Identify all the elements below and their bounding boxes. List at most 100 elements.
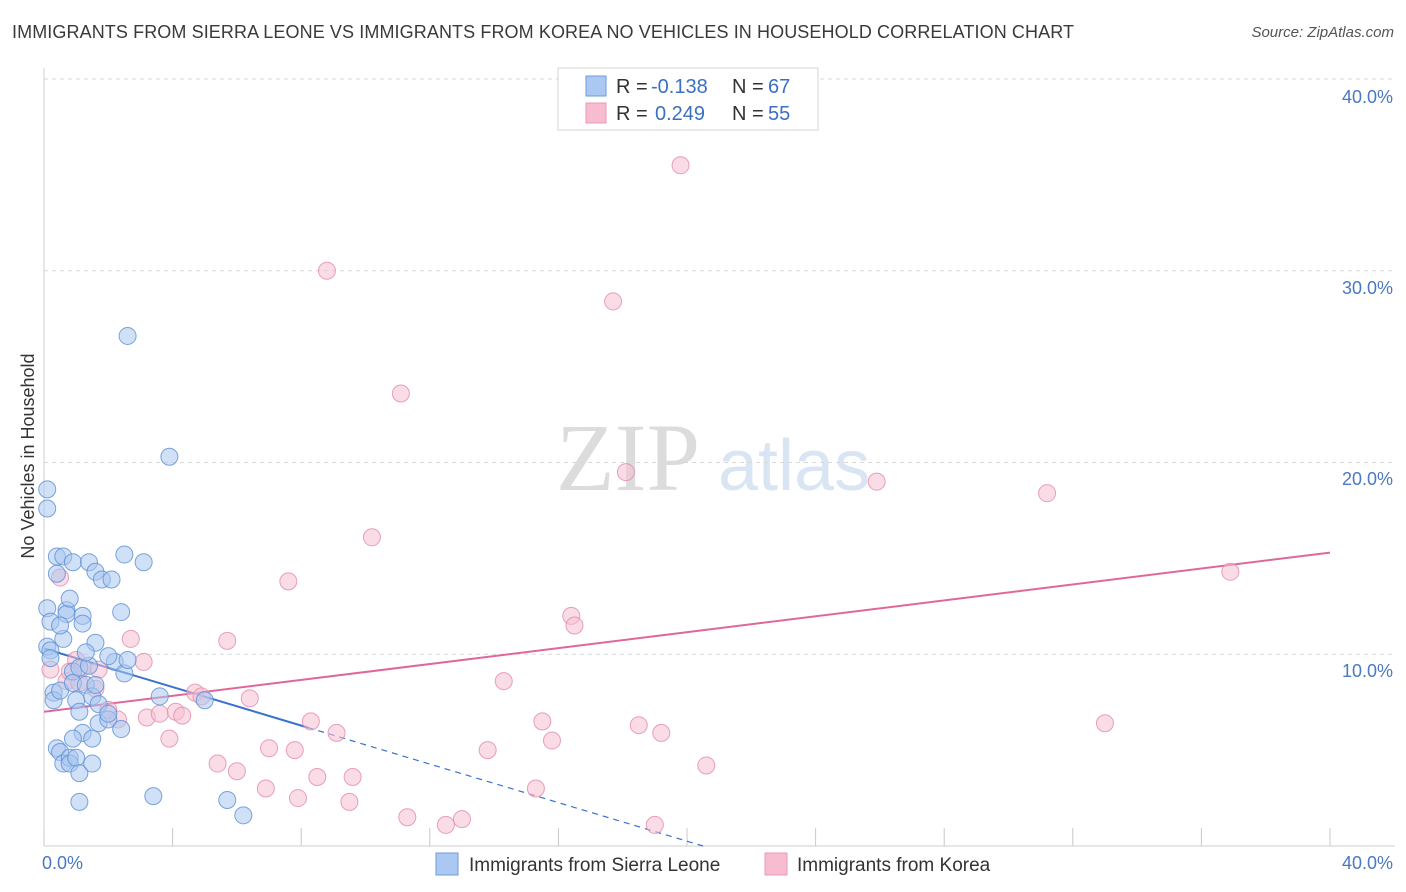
korea-point bbox=[1038, 484, 1057, 503]
legend-r-label-korea: R = bbox=[616, 103, 648, 125]
sierra-leone-point bbox=[86, 675, 105, 694]
watermark-zip: ZIP bbox=[556, 404, 700, 511]
korea-point bbox=[671, 156, 690, 175]
korea-point bbox=[173, 706, 192, 725]
korea-point bbox=[478, 741, 497, 760]
korea-point bbox=[301, 712, 320, 731]
legend-r-value-korea: 0.249 bbox=[655, 103, 705, 125]
y-tick-label-40: 40.0% bbox=[1342, 87, 1393, 107]
sierra-leone-point bbox=[99, 704, 118, 723]
sierra-leone-point bbox=[234, 806, 253, 825]
sierra-leone-point bbox=[118, 326, 137, 345]
sierra-leone-point bbox=[60, 589, 79, 608]
korea-point bbox=[317, 261, 336, 280]
sierra-leone-point bbox=[150, 687, 169, 706]
gridlines bbox=[44, 78, 1395, 655]
legend-swatch-sierra-leone bbox=[585, 75, 607, 97]
sierra-leone-point bbox=[115, 545, 134, 564]
series-legend: Immigrants from Sierra Leone Immigrants … bbox=[435, 852, 991, 876]
korea-point bbox=[256, 779, 275, 798]
sierra-leone-point bbox=[63, 729, 82, 748]
sierra-leone-point bbox=[38, 480, 57, 499]
correlation-legend: R = -0.138 N = 67 R = 0.249 N = 55 bbox=[557, 67, 819, 131]
sierra-leone-point bbox=[144, 787, 163, 806]
sierra-leone-point bbox=[70, 764, 89, 783]
source-note: Source: ZipAtlas.com bbox=[1251, 24, 1394, 41]
korea-point bbox=[279, 572, 298, 591]
series-legend-swatch-sierra-leone bbox=[435, 852, 459, 876]
sierra-leone-trend-extension bbox=[307, 726, 704, 847]
sierra-leone-point bbox=[83, 729, 102, 748]
korea-point bbox=[340, 792, 359, 811]
sierra-leone-point bbox=[118, 651, 137, 670]
series-legend-swatch-korea bbox=[764, 852, 788, 876]
korea-point bbox=[285, 741, 304, 760]
series-legend-label-korea: Immigrants from Korea bbox=[797, 855, 991, 876]
trend-lines bbox=[43, 551, 1331, 847]
korea-point bbox=[526, 779, 545, 798]
sierra-leone-point bbox=[76, 643, 95, 662]
korea-point bbox=[645, 815, 664, 834]
sierra-leone-point bbox=[112, 720, 131, 739]
korea-point bbox=[308, 767, 327, 786]
korea-point bbox=[533, 712, 552, 731]
korea-point bbox=[436, 815, 455, 834]
korea-point bbox=[288, 789, 307, 808]
sierra-leone-points bbox=[38, 326, 253, 825]
korea-point bbox=[343, 767, 362, 786]
legend-swatch-korea bbox=[585, 102, 607, 124]
korea-point bbox=[160, 729, 179, 748]
korea-point bbox=[867, 472, 886, 491]
korea-point bbox=[565, 616, 584, 635]
sierra-leone-point bbox=[83, 754, 102, 773]
korea-point bbox=[697, 756, 716, 775]
sierra-leone-point bbox=[112, 603, 131, 622]
sierra-leone-point bbox=[63, 553, 82, 572]
korea-point bbox=[604, 292, 623, 311]
korea-point bbox=[1221, 562, 1240, 581]
korea-point bbox=[121, 629, 140, 648]
sierra-leone-point bbox=[195, 691, 214, 710]
sierra-leone-point bbox=[99, 647, 118, 666]
korea-point bbox=[362, 528, 381, 547]
sierra-leone-point bbox=[73, 614, 92, 633]
sierra-leone-point bbox=[41, 649, 60, 668]
korea-point bbox=[260, 739, 279, 758]
korea-point bbox=[652, 723, 671, 742]
korea-point bbox=[616, 463, 635, 482]
korea-point bbox=[629, 716, 648, 735]
legend-n-value-korea: 55 bbox=[768, 103, 790, 125]
legend-r-value-sierra-leone: -0.138 bbox=[651, 76, 708, 98]
sierra-leone-point bbox=[67, 748, 86, 767]
korea-point bbox=[452, 810, 471, 829]
korea-point bbox=[150, 704, 169, 723]
y-tick-label-30: 30.0% bbox=[1342, 278, 1393, 298]
series-legend-label-sierra-leone: Immigrants from Sierra Leone bbox=[469, 855, 720, 876]
korea-point bbox=[208, 754, 227, 773]
x-tick-label-min: 0.0% bbox=[42, 853, 83, 873]
axes bbox=[43, 68, 1395, 847]
sierra-leone-point bbox=[218, 790, 237, 809]
sierra-leone-point bbox=[134, 553, 153, 572]
korea-trend-line bbox=[43, 551, 1331, 713]
y-tick-label-10: 10.0% bbox=[1342, 661, 1393, 681]
x-tick-label-max: 40.0% bbox=[1342, 853, 1393, 873]
korea-point bbox=[391, 384, 410, 403]
legend-n-label-sierra-leone: N = bbox=[732, 76, 764, 98]
korea-point bbox=[542, 731, 561, 750]
chart-title: IMMIGRANTS FROM SIERRA LEONE VS IMMIGRAN… bbox=[12, 22, 1075, 42]
sierra-leone-point bbox=[38, 499, 57, 518]
korea-point bbox=[218, 631, 237, 650]
sierra-leone-point bbox=[70, 792, 89, 811]
legend-r-label-sierra-leone: R = bbox=[616, 76, 648, 98]
sierra-leone-point bbox=[47, 564, 66, 583]
legend-n-label-korea: N = bbox=[732, 103, 764, 125]
sierra-leone-point bbox=[70, 702, 89, 721]
korea-point bbox=[240, 689, 259, 708]
legend-n-value-sierra-leone: 67 bbox=[768, 76, 790, 98]
sierra-leone-point bbox=[51, 616, 70, 635]
korea-point bbox=[134, 652, 153, 671]
y-tick-label-20: 20.0% bbox=[1342, 469, 1393, 489]
sierra-leone-point bbox=[160, 447, 179, 466]
